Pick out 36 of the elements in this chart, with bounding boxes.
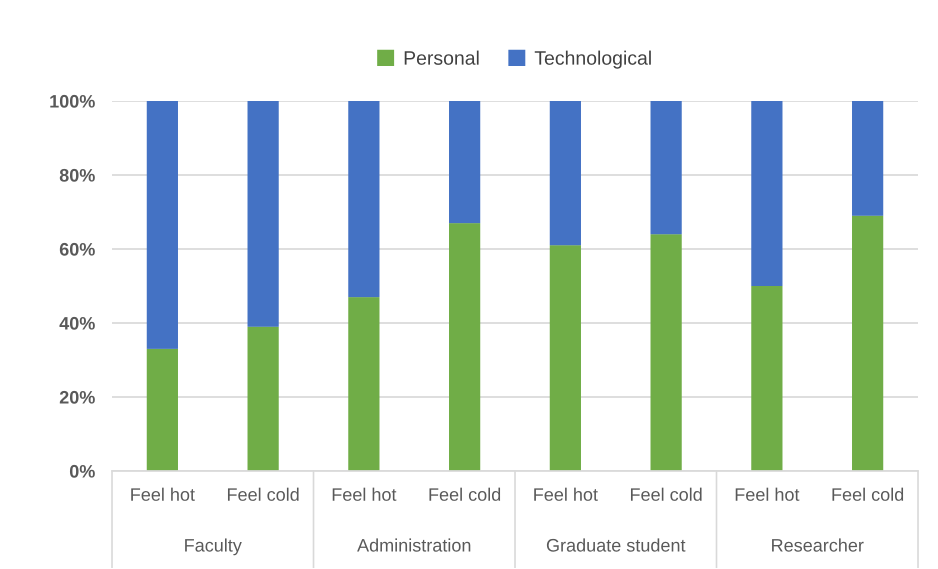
x-tick-label: Feel hot (332, 488, 396, 501)
y-tick-label: 40% (59, 316, 95, 330)
text: Faculty (185, 538, 242, 556)
bar (248, 326, 279, 471)
bar (550, 245, 581, 471)
y-tick-label: 60% (60, 242, 95, 256)
bar (751, 101, 782, 286)
y-tick-label: 80% (60, 168, 95, 182)
bar (449, 223, 480, 471)
x-tick-label: Feel hot (131, 488, 195, 501)
bar (852, 101, 884, 216)
y-tick-label: 100% (50, 94, 95, 108)
bar (248, 101, 279, 327)
bar (650, 234, 682, 471)
bar (449, 101, 480, 224)
bar (550, 101, 581, 246)
x-tick-label: Feel hot (736, 488, 800, 501)
text: Graduate student (546, 538, 686, 552)
x-tick-label: Feel hot (534, 488, 598, 501)
bar (650, 101, 682, 234)
bar (852, 216, 884, 471)
bar (348, 101, 380, 298)
bar (146, 101, 178, 349)
x-tick-label: Feel cold (832, 488, 904, 501)
x-tick-label: Feel cold (630, 488, 702, 501)
text: Administration (357, 538, 470, 552)
y-tick-label: 20% (60, 390, 95, 404)
legend-label: Technological (534, 50, 651, 69)
bar (751, 286, 782, 471)
x-tick-label: Feel cold (228, 488, 299, 501)
text: Researcher (772, 538, 864, 552)
bar (146, 348, 178, 471)
y-tick-label: 0% (70, 464, 95, 478)
legend-label: Personal (404, 50, 479, 65)
x-tick-label: Feel cold (429, 488, 500, 501)
bar (348, 297, 380, 471)
